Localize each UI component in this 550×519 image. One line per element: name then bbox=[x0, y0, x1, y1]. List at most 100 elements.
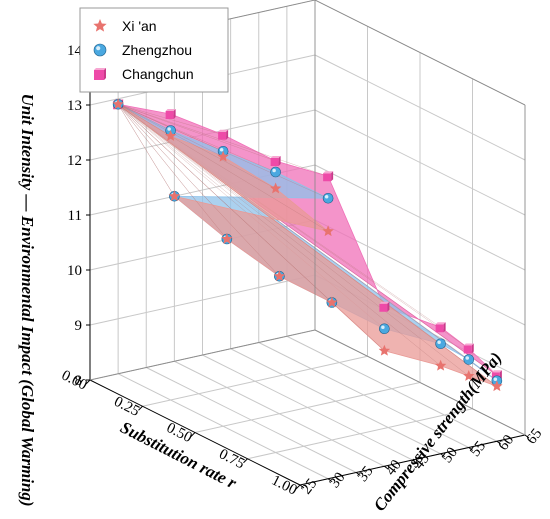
data-point-zhengzhou-highlight bbox=[272, 168, 276, 173]
data-point-changchun-top bbox=[379, 301, 390, 304]
box-edge bbox=[314, 329, 526, 436]
floor-grid-y bbox=[174, 360, 385, 467]
legend-label-changchun: Changchun bbox=[122, 66, 194, 82]
legend-label-zhengzhou: Zhengzhou bbox=[122, 42, 192, 58]
data-point-xian bbox=[168, 190, 181, 202]
x-tick-mark bbox=[138, 405, 143, 411]
legend-cube-icon bbox=[94, 68, 106, 80]
y-tick-mark bbox=[384, 465, 389, 470]
data-point-changchun-side bbox=[278, 156, 281, 166]
data-point-xian bbox=[112, 98, 124, 110]
legend-item-zhengzhou: Zhengzhou bbox=[93, 42, 192, 58]
y-tick-mark bbox=[496, 440, 502, 445]
legend-cube-side bbox=[104, 68, 106, 80]
data-point-changchun-top bbox=[435, 322, 446, 325]
data-point-zhengzhou bbox=[379, 323, 390, 335]
legend-sphere-icon bbox=[93, 43, 107, 57]
data-point-changchun-side bbox=[471, 343, 474, 354]
x-tick-mark bbox=[85, 379, 91, 385]
data-point-changchun bbox=[218, 131, 227, 140]
left-wall-grid-z bbox=[89, 274, 316, 326]
surface-mesh-line bbox=[118, 104, 276, 162]
legend-cube-top bbox=[94, 68, 106, 70]
y-tick-mark bbox=[468, 447, 474, 451]
floor-grid-y bbox=[258, 342, 469, 448]
box-edge bbox=[89, 329, 316, 381]
surface-mesh-line bbox=[118, 104, 329, 177]
data-point-changchun bbox=[435, 324, 444, 333]
data-point-xian bbox=[217, 150, 229, 162]
surface-mesh-line bbox=[117, 104, 175, 197]
data-point-changchun-top bbox=[463, 343, 474, 346]
z-tick-label: 12 bbox=[67, 153, 82, 169]
floor-grid-y bbox=[202, 354, 413, 461]
data-point-xian bbox=[434, 359, 447, 371]
data-point-changchun-side bbox=[173, 109, 176, 119]
legend-item-changchun: Changchun bbox=[94, 66, 194, 82]
surface-mesh-line bbox=[118, 104, 497, 387]
data-point-changchun bbox=[165, 111, 174, 119]
data-markers bbox=[112, 98, 503, 392]
surface-mesh-line bbox=[117, 104, 385, 351]
surface-mesh-line bbox=[117, 104, 441, 366]
floor-grid-y bbox=[146, 367, 357, 473]
y-tick-mark bbox=[355, 472, 361, 476]
data-point-zhengzhou bbox=[435, 338, 446, 350]
data-point-changchun-top bbox=[491, 370, 502, 373]
data-point-xian bbox=[326, 296, 338, 308]
z-tick-label: 11 bbox=[68, 208, 82, 224]
data-point-zhengzhou-highlight bbox=[324, 195, 329, 199]
surface-mesh-line bbox=[118, 104, 329, 232]
data-point-changchun-top bbox=[270, 156, 281, 158]
data-point-changchun-side bbox=[226, 129, 229, 140]
right-wall-grid-z bbox=[314, 164, 526, 271]
y-tick-mark bbox=[412, 459, 417, 464]
legend: Xi 'an Zhengzhou Changchun bbox=[79, 7, 229, 93]
data-point-changchun bbox=[463, 345, 472, 354]
x-tick-mark bbox=[243, 458, 248, 464]
data-point-changchun-side bbox=[331, 171, 334, 182]
data-point-changchun-top bbox=[323, 171, 334, 174]
data-point-xian bbox=[221, 233, 233, 244]
y-tick-mark bbox=[440, 453, 445, 458]
data-point-changchun bbox=[270, 158, 279, 166]
right-wall-grid-z bbox=[314, 54, 526, 161]
data-point-changchun bbox=[379, 303, 388, 312]
surface-mesh-line bbox=[117, 104, 280, 277]
data-point-xian bbox=[164, 130, 177, 141]
data-point-xian bbox=[463, 370, 475, 381]
data-point-xian bbox=[273, 270, 286, 282]
z-tick-label: 9 bbox=[75, 318, 83, 334]
surface-mesh-line bbox=[118, 104, 224, 135]
surface-mesh-line bbox=[117, 104, 228, 240]
legend-sphere bbox=[93, 43, 107, 57]
right-wall-grid-z bbox=[314, 109, 526, 216]
data-point-xian bbox=[491, 380, 503, 392]
data-point-changchun-top bbox=[165, 109, 176, 111]
x-tick-mark bbox=[295, 484, 301, 490]
data-point-zhengzhou-highlight bbox=[167, 127, 171, 131]
surface-mesh-line bbox=[118, 104, 469, 377]
data-point-changchun-side bbox=[387, 301, 390, 312]
floor-grid-y bbox=[117, 373, 329, 480]
y-tick-mark bbox=[299, 484, 305, 489]
data-point-zhengzhou bbox=[270, 166, 281, 178]
y-tick-mark bbox=[524, 434, 530, 439]
floor-grid-y bbox=[230, 348, 441, 455]
legend-item-xian: Xi 'an bbox=[93, 18, 157, 34]
legend-cube bbox=[94, 70, 104, 80]
data-point-xian bbox=[378, 344, 391, 356]
data-point-zhengzhou-highlight bbox=[465, 356, 469, 360]
data-point-zhengzhou bbox=[322, 192, 334, 204]
data-point-changchun-side bbox=[443, 322, 446, 333]
data-point-zhengzhou-highlight bbox=[219, 148, 224, 152]
legend-label-xian: Xi 'an bbox=[122, 18, 157, 34]
data-point-zhengzhou-highlight bbox=[437, 340, 441, 344]
legend-star-icon bbox=[93, 19, 107, 32]
data-point-xian bbox=[269, 182, 282, 194]
data-point-changchun-top bbox=[218, 129, 229, 132]
x-tick-mark bbox=[190, 432, 196, 437]
y-tick-label: 65 bbox=[524, 426, 546, 448]
data-surfaces bbox=[117, 103, 498, 387]
data-point-zhengzhou-highlight bbox=[493, 377, 498, 381]
